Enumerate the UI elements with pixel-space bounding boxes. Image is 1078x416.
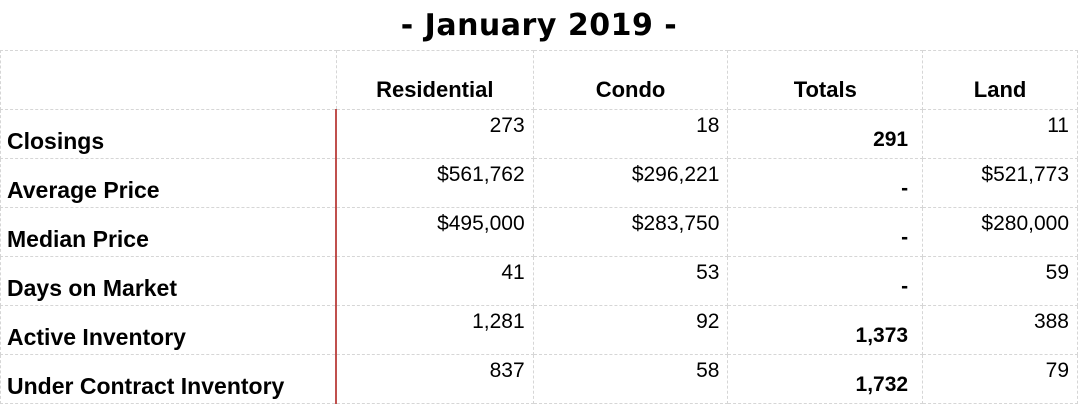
cell-land: 11 [922,109,1078,159]
cell-condo: 53 [532,256,729,306]
cell-land: 79 [922,354,1078,404]
cell-land: 388 [922,305,1078,355]
cell-totals: 291 [727,109,924,159]
table-row-median-price: Median Price $495,000 $283,750 - $280,00… [0,207,1078,257]
header-row: Residential Condo Totals Land [0,50,1078,110]
cell-totals: - [727,256,924,306]
column-header-totals: Totals [727,50,924,110]
report-title: - January 2019 - [400,8,678,43]
row-label: Days on Market [0,256,338,306]
cell-condo: $296,221 [532,158,729,208]
cell-totals: - [727,207,924,257]
cell-land: $521,773 [922,158,1078,208]
column-header-land: Land [922,50,1078,110]
table-row-closings: Closings 273 18 291 11 [0,109,1078,159]
column-header-condo: Condo [532,50,729,110]
table-row-average-price: Average Price $561,762 $296,221 - $521,7… [0,158,1078,208]
cell-residential: 41 [335,256,534,306]
cell-residential: 1,281 [335,305,534,355]
cell-land: 59 [922,256,1078,306]
cell-condo: $283,750 [532,207,729,257]
column-header-residential: Residential [335,50,534,110]
header-corner-cell [0,50,337,110]
row-label: Closings [0,109,338,159]
cell-totals: 1,732 [727,354,924,404]
table-row-days-on-market: Days on Market 41 53 - 59 [0,256,1078,306]
cell-condo: 92 [532,305,729,355]
table-row-active-inventory: Active Inventory 1,281 92 1,373 388 [0,305,1078,355]
cell-residential: $561,762 [335,158,534,208]
cell-residential: 273 [335,109,534,159]
row-label: Average Price [0,158,338,208]
table-row-under-contract-inventory: Under Contract Inventory 837 58 1,732 79 [0,354,1078,404]
cell-condo: 18 [532,109,729,159]
cell-totals: 1,373 [727,305,924,355]
row-label: Median Price [0,207,338,257]
row-label: Active Inventory [0,305,338,355]
cell-land: $280,000 [922,207,1078,257]
cell-residential: $495,000 [335,207,534,257]
cell-totals: - [727,158,924,208]
row-label: Under Contract Inventory [0,354,338,404]
cell-residential: 837 [335,354,534,404]
market-stats-table: Residential Condo Totals Land Closings 2… [0,50,1078,404]
cell-condo: 58 [532,354,729,404]
